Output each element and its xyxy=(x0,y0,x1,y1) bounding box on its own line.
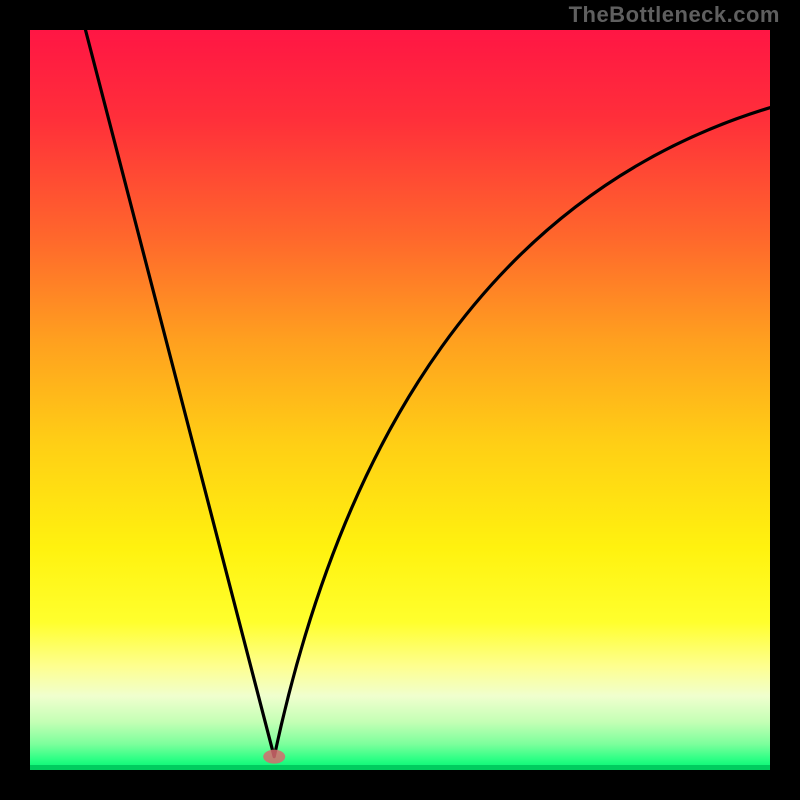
bottom-green-band xyxy=(30,765,770,770)
watermark-text: TheBottleneck.com xyxy=(569,2,780,28)
chart-container xyxy=(0,0,800,800)
bottleneck-curve-chart xyxy=(0,0,800,800)
minimum-marker xyxy=(263,750,285,764)
plot-gradient-background xyxy=(30,30,770,770)
